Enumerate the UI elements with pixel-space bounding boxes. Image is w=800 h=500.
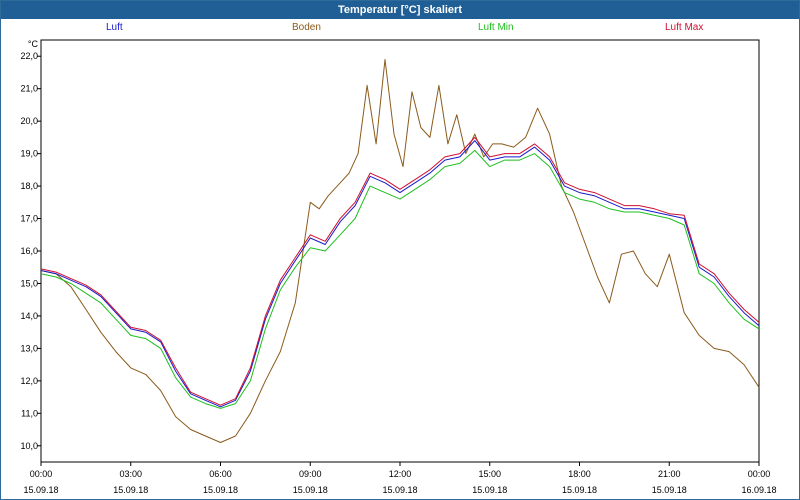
tick-labels: 10,0 11,0 12,0 13,0 14,0 15,0 16,0 17,0 18,0 19,0… [20, 39, 776, 495]
series-luft-max-line [40, 136, 760, 406]
y-tick-label: 17,0 [20, 214, 38, 224]
y-tick-label: 16,0 [20, 246, 38, 256]
y-tick-label: 12,0 [20, 376, 38, 386]
y-tick-label: 15,0 [20, 278, 38, 288]
x-tick-time-label: 18:00 [568, 469, 591, 479]
y-tick-label: 22,0 [20, 51, 38, 61]
plot-area [40, 39, 760, 463]
x-tick-date-label: 15.09.18 [562, 485, 597, 495]
x-tick-time-label: 15:00 [478, 469, 501, 479]
y-tick-label: 21,0 [20, 84, 38, 94]
x-tick-time-label: 06:00 [209, 469, 232, 479]
x-tick-time-label: 00:00 [748, 469, 771, 479]
x-tick-time-label: 03:00 [119, 469, 142, 479]
x-tick-date-label: 15.09.18 [652, 485, 687, 495]
x-tick-date-label: 16.09.18 [741, 485, 776, 495]
x-tick-time-label: 21:00 [658, 469, 681, 479]
axes [37, 39, 760, 466]
y-tick-label: 19,0 [20, 149, 38, 159]
x-tick-date-label: 15.09.18 [472, 485, 507, 495]
window-title: Temperatur [°C] skaliert [1, 1, 799, 19]
y-tick-label: 10,0 [20, 441, 38, 451]
x-tick-time-label: 00:00 [30, 469, 53, 479]
y-tick-label: 20,0 [20, 116, 38, 126]
x-tick-date-label: 15.09.18 [382, 485, 417, 495]
y-axis-unit: °C [28, 39, 39, 49]
series-luft-min-line [40, 149, 760, 409]
legend-luft-min: Luft Min [478, 22, 514, 33]
x-tick-date-label: 15.09.18 [203, 485, 238, 495]
y-tick-label: 18,0 [20, 181, 38, 191]
x-tick-time-label: 12:00 [389, 469, 412, 479]
legend-boden: Boden [292, 22, 321, 33]
legend-luft-max: Luft Max [665, 22, 704, 33]
x-tick-date-label: 15.09.18 [293, 485, 328, 495]
series-layer [40, 59, 760, 443]
x-tick-time-label: 09:00 [299, 469, 322, 479]
series-boden-line [40, 59, 760, 443]
legend-luft: Luft [106, 22, 123, 33]
x-tick-date-label: 15.09.18 [113, 485, 148, 495]
y-tick-label: 13,0 [20, 343, 38, 353]
x-tick-date-label: 15.09.18 [23, 485, 58, 495]
series-luft-line [40, 140, 760, 408]
y-tick-label: 14,0 [20, 311, 38, 321]
y-tick-label: 11,0 [21, 408, 38, 418]
